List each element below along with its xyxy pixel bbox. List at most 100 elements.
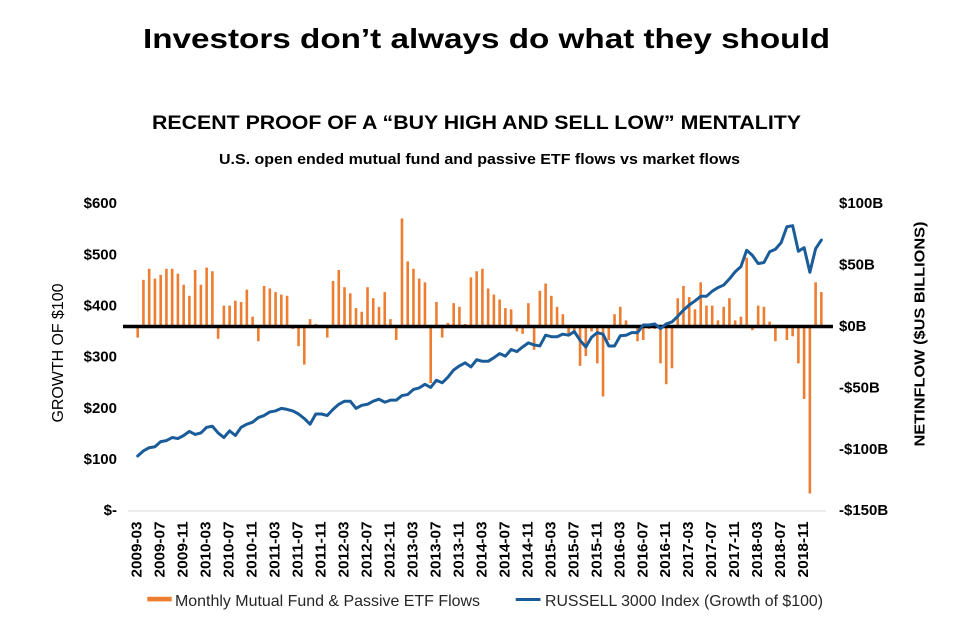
flow-bar: [274, 292, 277, 327]
x-tick-label: 2012-03: [337, 522, 353, 578]
flow-bar: [216, 326, 220, 339]
y-left-tick-label: $-: [104, 502, 117, 519]
y-left-tick-label: $100: [84, 451, 117, 468]
flow-bar: [285, 295, 289, 327]
legend-item-flows[interactable]: Monthly Mutual Fund & Passive ETF Flows: [147, 593, 480, 610]
flow-bar: [371, 298, 375, 327]
flow-bar: [176, 273, 180, 327]
flow-bar: [544, 283, 547, 327]
flow-bar: [774, 326, 777, 342]
flow-bar: [486, 288, 490, 327]
flow-bar: [555, 306, 559, 327]
y-right-tick-label: -$100B: [839, 441, 888, 458]
y-left-tick-label: $600: [84, 195, 117, 212]
y-right-tick-label: $100B: [839, 195, 883, 212]
flow-bar: [802, 326, 806, 399]
flow-bar: [573, 326, 576, 332]
flow-bar: [532, 326, 536, 350]
flow-bar: [733, 320, 737, 327]
x-tick-label: 2009-11: [176, 522, 192, 578]
flow-bar: [377, 306, 381, 327]
y-left-tick-label: $200: [84, 400, 117, 417]
flow-bar: [693, 309, 697, 327]
x-tick-label: 2015-07: [566, 522, 582, 578]
flow-bar: [469, 277, 473, 327]
x-tick-label: 2015-11: [589, 522, 605, 578]
flow-bar: [262, 285, 266, 327]
flow-bar: [199, 284, 203, 327]
x-tick-label: 2014-11: [520, 522, 536, 578]
flow-bar: [584, 326, 588, 356]
y-right-tick-label: $50B: [839, 257, 875, 274]
flow-bar: [429, 326, 432, 383]
flow-bar: [504, 308, 507, 327]
flow-bar: [739, 316, 743, 327]
flow-bar: [682, 285, 685, 327]
x-tick-label: 2016-11: [658, 522, 674, 578]
x-tick-label: 2014-07: [497, 522, 513, 578]
flow-bar: [406, 261, 410, 327]
chart-title: RECENT PROOF OF A “BUY HIGH AND SELL LOW…: [152, 113, 801, 134]
flow-bar: [435, 301, 438, 327]
x-tick-label: 2018-07: [773, 522, 789, 578]
flow-bar: [193, 270, 197, 327]
flow-bar: [670, 326, 674, 369]
y-left-axis-title: GROWTH OF $100: [50, 283, 67, 422]
legend-item-russell[interactable]: RUSSELL 3000 Index (Growth of $100): [515, 593, 823, 610]
flow-bar: [699, 282, 703, 327]
flow-bar: [251, 316, 254, 327]
flow-bar: [705, 305, 708, 327]
flow-bar: [165, 268, 168, 327]
flow-bar: [136, 326, 139, 338]
x-tick-label: 2017-03: [681, 522, 697, 578]
x-tick-label: 2015-03: [543, 522, 559, 578]
flow-bar: [147, 268, 151, 327]
flow-bar: [664, 326, 668, 385]
flow-bar: [366, 287, 369, 327]
flow-bar: [797, 326, 800, 364]
flow-bar: [280, 294, 283, 327]
flow-bar: [211, 271, 214, 327]
flow-bar: [394, 326, 398, 341]
flow-bar: [785, 326, 789, 341]
flow-bar: [618, 306, 622, 327]
flow-bar: [561, 314, 565, 327]
flow-bar: [710, 305, 714, 327]
flow-bar: [440, 326, 444, 338]
legend-label-russell: RUSSELL 3000 Index (Growth of $100): [545, 593, 823, 610]
flow-bar: [527, 303, 530, 327]
flow-bar: [687, 297, 691, 327]
y-right-axis-ticks: $100B $50B $0B -$50B -$100B -$150B: [839, 195, 888, 519]
flow-bar: [142, 279, 145, 327]
flow-bar: [446, 322, 450, 327]
x-axis-ticks: 2009-03 2009-07 2009-11 2010-03 2010-07 2010-…: [130, 522, 812, 578]
flow-bar: [475, 271, 478, 327]
flow-bar: [297, 326, 300, 347]
flow-bar: [722, 306, 725, 327]
x-tick-label: 2016-07: [635, 522, 651, 578]
flow-bar: [814, 282, 817, 327]
y-right-tick-label: $0B: [839, 318, 867, 335]
flow-bar: [521, 326, 524, 334]
flow-bar: [601, 326, 605, 397]
x-tick-label: 2013-03: [405, 522, 421, 578]
russell-3000-line: [136, 224, 823, 458]
flow-bar: [325, 326, 329, 338]
flow-bar: [820, 292, 823, 327]
flow-bar: [751, 326, 754, 331]
x-tick-label: 2017-11: [727, 522, 743, 578]
x-tick-label: 2009-07: [153, 522, 169, 578]
x-tick-label: 2018-03: [750, 522, 766, 578]
flow-bar: [452, 303, 455, 327]
x-tick-label: 2016-03: [612, 522, 628, 578]
x-tick-label: 2012-11: [382, 522, 398, 578]
flow-bar: [188, 295, 191, 327]
flow-bar: [768, 321, 771, 327]
x-tick-label: 2010-11: [245, 522, 261, 578]
flow-bar: [607, 326, 611, 341]
x-tick-label: 2011-11: [314, 522, 330, 578]
flow-bar: [182, 284, 185, 327]
flow-bar: [613, 314, 616, 327]
flow-bar: [458, 306, 461, 327]
